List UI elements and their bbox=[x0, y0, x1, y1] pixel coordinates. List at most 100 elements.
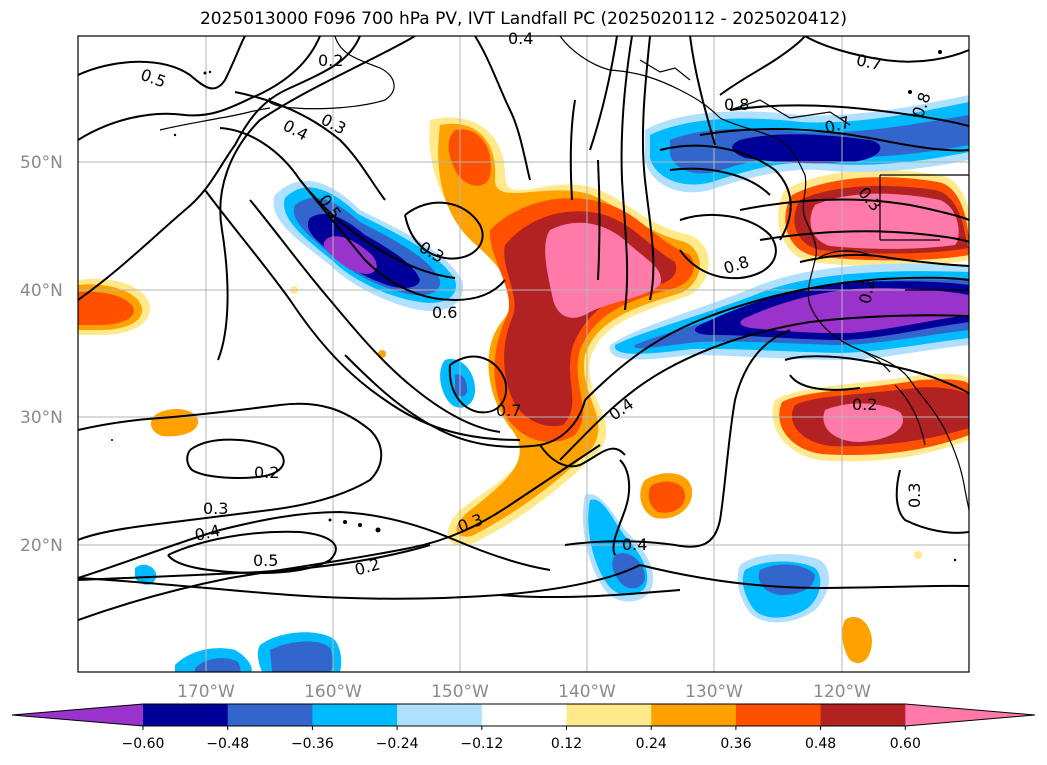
colorbar-tick-label: −0.48 bbox=[206, 736, 249, 752]
contour-label: 0.2 bbox=[852, 395, 877, 414]
contour-line bbox=[78, 510, 551, 579]
contour-line bbox=[729, 104, 969, 127]
colorbar-segment bbox=[820, 704, 906, 726]
lon-label: 130°W bbox=[685, 682, 743, 702]
contour-line bbox=[474, 36, 531, 181]
contour-line bbox=[719, 36, 806, 96]
lat-label: 40°N bbox=[20, 281, 63, 301]
negative-anomaly-west bbox=[273, 180, 464, 311]
contour-line bbox=[584, 276, 969, 401]
graticule bbox=[78, 36, 969, 672]
contour-label: 0.4 bbox=[622, 535, 647, 554]
contour-line bbox=[612, 459, 631, 556]
contour-line bbox=[679, 214, 777, 280]
colorbar-segment bbox=[143, 704, 229, 726]
colorbar-extend-min bbox=[12, 704, 143, 726]
contour-line bbox=[895, 469, 969, 534]
colorbar-tick-label: −0.24 bbox=[376, 736, 419, 752]
contour-line bbox=[564, 329, 791, 548]
longitude-labels: 170°W 160°W 150°W 140°W 130°W 120°W bbox=[177, 682, 871, 702]
colorbar-tick-label: −0.60 bbox=[122, 736, 165, 752]
contour-line bbox=[78, 444, 601, 621]
contour-line bbox=[217, 36, 416, 361]
contour-label: 0.4 bbox=[193, 521, 222, 545]
contour-label: 0.5 bbox=[253, 551, 278, 570]
lon-label: 140°W bbox=[558, 682, 616, 702]
lat-label: 20°N bbox=[20, 536, 63, 556]
contour-label: 0.7 bbox=[496, 401, 521, 420]
contour-line bbox=[659, 144, 792, 241]
contour-line bbox=[589, 36, 618, 151]
colorbar-segment bbox=[735, 704, 822, 726]
positive-anomaly-northeast bbox=[778, 170, 969, 267]
contour-line bbox=[204, 189, 521, 441]
contour-line bbox=[448, 355, 508, 414]
contour-label: 0.4 bbox=[508, 29, 533, 48]
contour-line bbox=[639, 564, 969, 590]
contour-line bbox=[539, 444, 626, 468]
contour-line bbox=[167, 530, 337, 575]
contour-line bbox=[299, 179, 456, 279]
contour-line bbox=[78, 564, 641, 600]
contour-line bbox=[759, 230, 969, 243]
contour-line bbox=[739, 198, 969, 221]
colorbar-tick-label: 0.60 bbox=[890, 736, 921, 752]
contour-line bbox=[597, 159, 601, 281]
contour-line bbox=[669, 167, 771, 196]
positive-anomaly-central bbox=[429, 117, 709, 546]
contour-label: 0.2 bbox=[855, 277, 878, 305]
contour-line bbox=[784, 355, 969, 395]
colorbar-tick-label: −0.36 bbox=[291, 736, 334, 752]
contour-line bbox=[78, 544, 431, 581]
contour-label: 0.3 bbox=[203, 499, 228, 518]
lon-label: 160°W bbox=[304, 682, 362, 702]
colorbar-tick-label: −0.12 bbox=[460, 736, 503, 752]
colorbar-tick-label: 0.36 bbox=[720, 736, 751, 752]
lat-label: 50°N bbox=[20, 153, 63, 173]
figure-title: 2025013000 F096 700 hPa PV, IVT Landfall… bbox=[199, 9, 847, 29]
colorbar-tick-label: 0.24 bbox=[636, 736, 667, 752]
colorbar-segment bbox=[227, 704, 313, 726]
contour-line bbox=[249, 199, 501, 433]
lat-label: 30°N bbox=[20, 408, 63, 428]
contour-line bbox=[344, 354, 586, 448]
contour-label: 0.3 bbox=[905, 483, 924, 508]
contour-label: 0.6 bbox=[432, 303, 457, 322]
latitude-labels: 50°N 40°N 30°N 20°N bbox=[20, 153, 63, 556]
colorbar-extend-max bbox=[905, 704, 1035, 726]
colorbar-segment bbox=[651, 704, 737, 726]
contour-line bbox=[789, 374, 861, 391]
contour-line bbox=[186, 438, 285, 479]
colorbar-segment bbox=[397, 704, 483, 726]
contour-line bbox=[559, 314, 969, 461]
contour-line bbox=[78, 36, 361, 301]
island-dots bbox=[111, 50, 957, 562]
contour-line bbox=[569, 99, 576, 201]
contour-line bbox=[78, 36, 321, 141]
lon-label: 120°W bbox=[813, 682, 871, 702]
colorbar-tick-label: 0.48 bbox=[805, 736, 836, 752]
colorbar-segment bbox=[566, 704, 652, 726]
contour-line bbox=[219, 127, 506, 302]
colorbar: −0.60 −0.48 −0.36 −0.24 −0.12 0.12 0.24 0.36 0.4… bbox=[11, 703, 1036, 752]
contour-line bbox=[641, 36, 655, 301]
pv-contours bbox=[78, 36, 969, 621]
contour-label: 0.2 bbox=[318, 51, 343, 70]
negative-anomaly-small bbox=[135, 359, 830, 672]
contour-line bbox=[499, 589, 681, 599]
contour-label: 0.7 bbox=[855, 50, 884, 74]
colorbar-tick-label: 0.12 bbox=[551, 736, 582, 752]
contour-line bbox=[799, 253, 969, 267]
contour-label: 0.2 bbox=[254, 463, 279, 482]
lon-label: 170°W bbox=[177, 682, 235, 702]
lon-label: 150°W bbox=[431, 682, 489, 702]
contour-line bbox=[78, 36, 246, 90]
contour-line bbox=[620, 36, 633, 311]
colorbar-segment bbox=[312, 704, 398, 726]
contour-line bbox=[234, 91, 386, 201]
contour-line bbox=[804, 36, 969, 63]
map-frame bbox=[77, 35, 970, 673]
contour-line bbox=[78, 402, 383, 541]
contour-line bbox=[404, 201, 484, 260]
